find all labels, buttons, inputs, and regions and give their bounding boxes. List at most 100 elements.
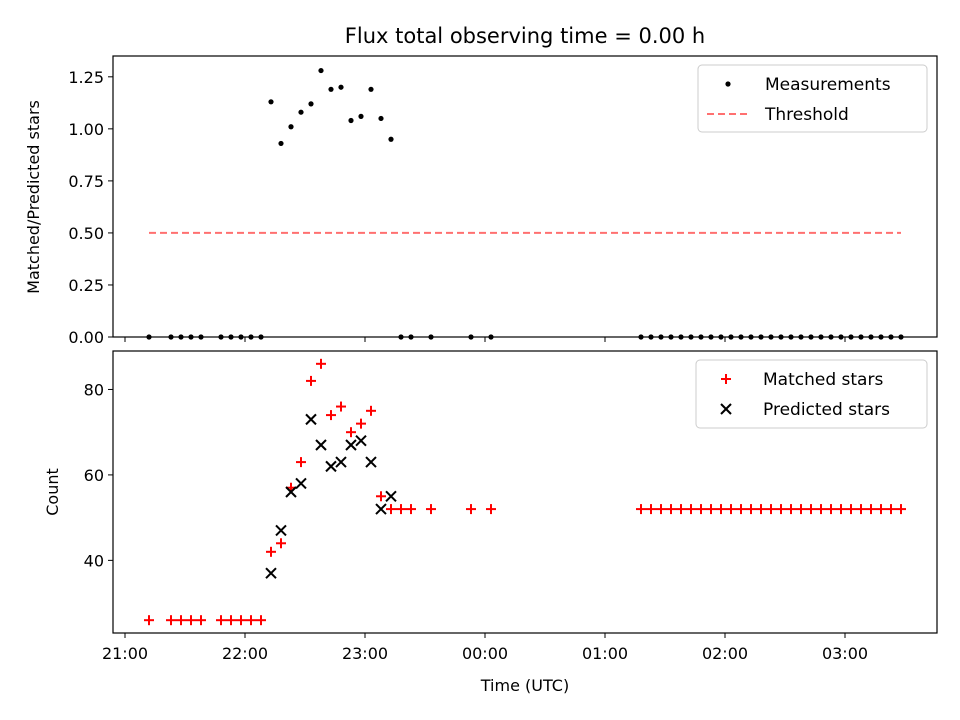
measurement-point — [378, 115, 384, 122]
matched-star-point — [466, 504, 476, 515]
predicted-star-point — [355, 435, 367, 447]
measurement-point — [298, 109, 304, 115]
matched-star-point — [736, 504, 746, 515]
x-tick-label: 23:00 — [342, 644, 388, 663]
x-axis-label: Time (UTC) — [480, 676, 569, 695]
top-y-tick-label: 1.00 — [68, 120, 104, 139]
top-y-tick-label: 1.25 — [68, 68, 104, 87]
matched-star-point — [856, 504, 866, 515]
matched-star-point — [296, 457, 306, 468]
matched-star-point — [316, 358, 326, 369]
matched-star-point — [326, 410, 336, 421]
matched-star-point — [806, 504, 816, 515]
measurement-point — [358, 113, 364, 119]
bottom-legend-box — [695, 359, 928, 429]
matched-star-point — [646, 504, 656, 515]
bottom-y-tick-label: 80 — [84, 380, 104, 399]
measurement-point — [328, 86, 334, 92]
legend-predicted-cross — [720, 403, 732, 415]
measurement-point — [338, 84, 344, 90]
top-y-ticks: 0.00 0.25 0.50 0.75 1.00 1.25 — [68, 68, 113, 347]
legend-measurements-marker — [725, 81, 731, 87]
bottom-x-ticks: 21:00 22:00 23:00 00:00 01:00 02:00 03:00 — [102, 633, 868, 663]
legend-measurements-label: Measurements — [765, 75, 891, 95]
matched-star-point — [226, 615, 236, 626]
top-plot-frame — [112, 55, 938, 338]
matched-star-point — [356, 418, 366, 429]
matched-star-point — [406, 504, 416, 515]
chart-title: Flux total observing time = 0.00 h — [345, 24, 705, 48]
matched-star-point — [896, 504, 906, 515]
top-y-tick-label: 0.50 — [68, 224, 104, 243]
matched-star-point — [336, 401, 346, 412]
matched-star-point — [636, 504, 646, 515]
bottom-y-axis-label: Count — [43, 468, 62, 516]
matched-star-point — [396, 504, 406, 515]
measurement-point — [318, 67, 324, 74]
matched-star-point — [746, 504, 756, 515]
matched-star-point — [886, 504, 896, 515]
measurement-point — [268, 99, 274, 105]
top-y-tick-label: 0.00 — [68, 328, 104, 347]
matched-star-point — [796, 504, 806, 515]
predicted-star-point — [375, 503, 387, 515]
matched-star-point — [656, 504, 666, 515]
matched-star-point — [666, 504, 676, 515]
bottom-plot-frame — [112, 350, 938, 634]
bottom-data-layer — [144, 358, 906, 626]
matched-star-point — [846, 504, 856, 515]
matched-star-point — [686, 504, 696, 515]
matched-star-point — [186, 615, 196, 626]
matched-star-point — [196, 615, 206, 626]
legend-matched-plus — [721, 374, 731, 384]
predicted-star-point — [325, 460, 337, 473]
top-panel: 0.00 0.25 0.50 0.75 1.00 1.25 Matched/Predict… — [24, 55, 938, 347]
predicted-star-point — [345, 439, 357, 451]
matched-star-point — [216, 615, 226, 626]
matched-star-point — [376, 491, 386, 502]
measurement-point — [368, 86, 374, 92]
x-tick-label: 02:00 — [702, 644, 748, 663]
matched-star-point — [256, 615, 266, 626]
predicted-star-point — [335, 456, 347, 468]
matched-star-point — [176, 615, 186, 626]
matched-star-point — [706, 504, 716, 515]
predicted-star-point — [265, 567, 277, 579]
bottom-y-tick-label: 40 — [84, 551, 104, 570]
x-tick-label: 03:00 — [822, 644, 868, 663]
matched-star-point — [726, 504, 736, 515]
predicted-star-point — [365, 456, 377, 468]
matched-star-point — [144, 615, 154, 626]
bottom-panel: 40 60 80 21:00 22:00 23:00 00:00 01:00 02:00 03:… — [43, 350, 938, 663]
measurement-point — [348, 117, 354, 124]
legend-matched-label: Matched stars — [763, 370, 883, 390]
matched-star-point — [826, 504, 836, 515]
matched-star-point — [266, 546, 276, 557]
x-tick-label: 21:00 — [102, 644, 148, 663]
x-tick-label: 00:00 — [462, 644, 508, 663]
predicted-star-point — [285, 486, 297, 498]
matched-star-point — [756, 504, 766, 515]
matched-star-point — [486, 504, 496, 515]
measurement-point — [308, 101, 314, 107]
predicted-star-point — [315, 439, 327, 451]
top-y-axis-label: Matched/Predicted stars — [24, 100, 43, 294]
matched-star-point — [876, 504, 886, 515]
matched-star-point — [276, 538, 286, 549]
top-y-tick-label: 0.75 — [68, 172, 104, 191]
matched-star-point — [766, 504, 776, 515]
matched-star-point — [676, 504, 686, 515]
matched-star-point — [306, 375, 316, 386]
top-legend-box — [697, 64, 928, 133]
matched-star-point — [866, 504, 876, 515]
x-tick-label: 22:00 — [222, 644, 268, 663]
predicted-star-point — [295, 477, 307, 490]
bottom-y-tick-label: 60 — [84, 466, 104, 485]
matched-star-point — [236, 615, 246, 626]
matched-star-point — [426, 504, 436, 515]
legend-predicted-label: Predicted stars — [763, 400, 890, 420]
predicted-star-point — [385, 490, 397, 502]
top-legend: Measurements Threshold — [697, 64, 928, 133]
measurement-point — [388, 136, 394, 142]
